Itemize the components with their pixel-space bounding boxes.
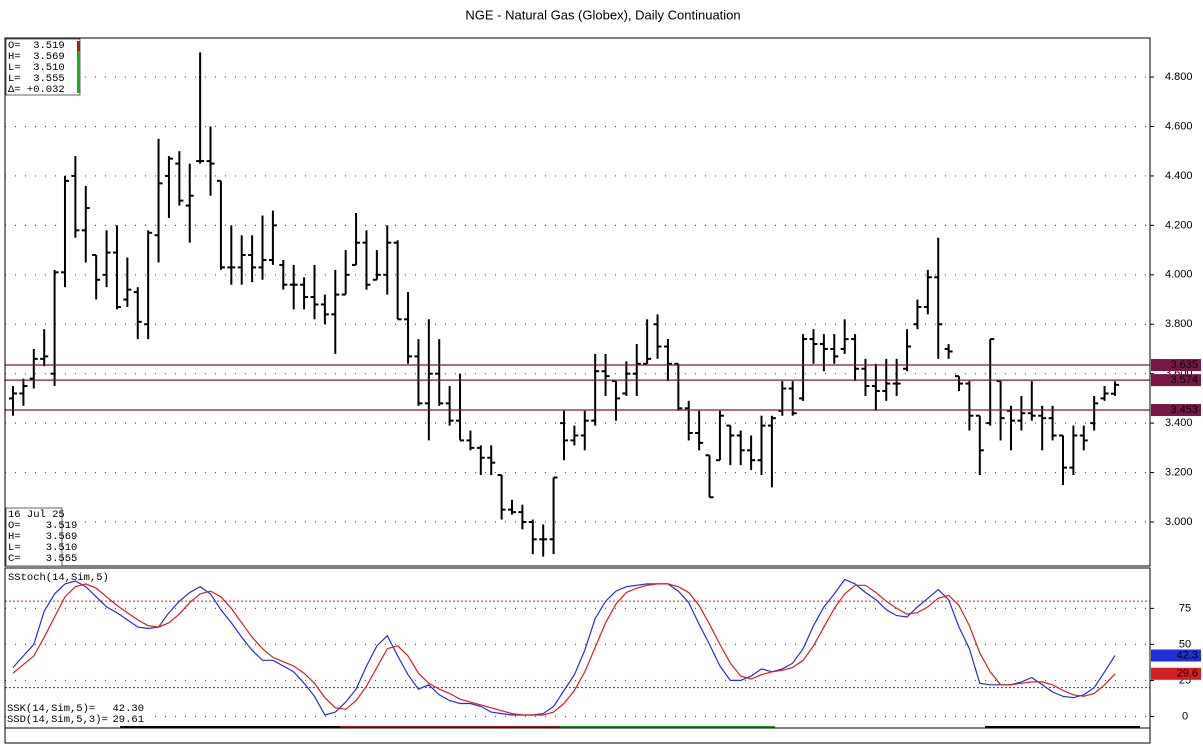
readout-line: L= 3.510: [8, 62, 65, 74]
readout-line: H= 3.569: [8, 51, 65, 63]
last-value-box: [1151, 667, 1201, 680]
level-label: 3.635: [1170, 359, 1198, 371]
y-tick-label: 3.200: [1165, 466, 1193, 478]
last-value-label: 29.6: [1177, 668, 1198, 680]
date-readout-line: C= 3.555: [8, 553, 77, 565]
marks: [5, 52, 1150, 716]
date-readout-line: 16 Jul 25: [8, 509, 65, 521]
readout-bar: [77, 41, 80, 51]
last-value-label: 42.3: [1177, 649, 1198, 661]
y-tick-label: 75: [1179, 602, 1191, 614]
date-readout-box: [5, 507, 63, 567]
y-tick-label: 4.000: [1165, 269, 1193, 281]
last-value-box: [1151, 649, 1201, 662]
x-axis: [4, 727, 1151, 744]
readout-box: [5, 38, 81, 96]
stoch-line: [12, 578, 1116, 716]
stoch-readout-name: SSK(14,Sim,5)=: [7, 703, 95, 715]
readout-line: L= 3.555: [8, 73, 65, 85]
level-label: 3.453: [1170, 404, 1198, 416]
y-tick-label: 3.000: [1165, 516, 1193, 528]
y-tick-label: 50: [1179, 638, 1191, 650]
date-readout-line: L= 3.510: [8, 542, 77, 554]
stoch-title: SStoch(14,Sim,5): [8, 572, 109, 584]
y-tick-label: 3.800: [1165, 318, 1193, 330]
level-box: [1151, 404, 1201, 417]
y-tick-label: 4.400: [1165, 170, 1193, 182]
readout-bar: [77, 51, 80, 93]
level-label: 3.574: [1170, 374, 1198, 386]
y-tick-label: 4.800: [1165, 71, 1193, 83]
date-readout-line: H= 3.569: [8, 531, 77, 543]
date-readout-line: O= 3.519: [8, 520, 77, 532]
level-box: [1151, 359, 1201, 372]
y-tick-label: 3.400: [1165, 417, 1193, 429]
y-tick-label: 0: [1182, 710, 1188, 722]
stoch-readout-value: 29.61: [112, 714, 144, 726]
stoch-line: [12, 583, 1116, 716]
stoch-readout-name: SSD(14,Sim,5,3)=: [7, 714, 108, 726]
y-tick-label: 4.200: [1165, 219, 1193, 231]
readout-line: O= 3.519: [8, 40, 65, 52]
stoch-readout-value: 42.30: [112, 703, 144, 715]
y-tick-label: 4.600: [1165, 120, 1193, 132]
chart-title: NGE - Natural Gas (Globex), Daily Contin…: [465, 7, 740, 22]
readout-line: Δ= +0.032: [8, 84, 65, 96]
level-box: [1151, 374, 1201, 387]
stoch-readout-box: [6, 702, 146, 726]
price-panel: [4, 37, 1151, 567]
